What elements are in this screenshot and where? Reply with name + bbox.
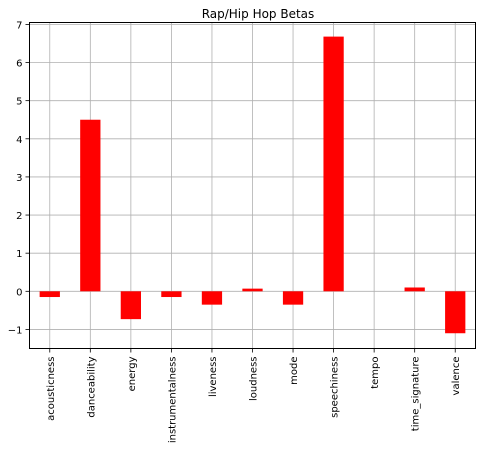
x-axis: acousticness danceability energy instrument… — [46, 348, 462, 444]
x-tick-label: energy — [127, 356, 138, 391]
x-tick-label: instrumentalness — [167, 357, 178, 444]
bar-time_signature — [404, 287, 425, 292]
bar-liveness — [201, 291, 223, 305]
x-tick-label: danceability — [86, 356, 97, 417]
y-tick-label: 6 — [16, 59, 22, 70]
bar-acousticness — [39, 291, 60, 298]
y-tick-label: 7 — [16, 20, 22, 31]
x-tick-label: liveness — [208, 357, 219, 398]
bar-danceability — [80, 119, 101, 292]
bars — [39, 36, 466, 334]
y-tick-label: −1 — [8, 325, 23, 336]
bar-speechiness — [323, 36, 344, 292]
bar-mode — [282, 291, 304, 305]
y-tick-label: 0 — [16, 287, 22, 298]
x-tick-label: time_signature — [411, 357, 422, 432]
x-tick-label: valence — [451, 357, 462, 396]
y-axis: −1 0 1 2 3 4 5 6 7 — [8, 20, 30, 336]
bar-loudness — [242, 288, 263, 292]
y-tick-label: 5 — [16, 97, 22, 108]
y-tick-label: 1 — [16, 249, 22, 260]
bar-instrumentalness — [161, 291, 182, 298]
x-tick-label: acousticness — [46, 357, 57, 421]
bar-energy — [120, 291, 141, 320]
x-tick-label: mode — [289, 357, 300, 385]
bar-valence — [445, 291, 466, 334]
y-tick-label: 3 — [16, 173, 22, 184]
x-tick-label: speechiness — [330, 357, 341, 418]
x-tick-label: tempo — [370, 357, 381, 389]
x-tick-label: loudness — [249, 357, 260, 402]
y-tick-label: 4 — [16, 135, 22, 146]
chart-title: Rap/Hip Hop Betas — [202, 7, 315, 21]
y-tick-label: 2 — [16, 211, 22, 222]
